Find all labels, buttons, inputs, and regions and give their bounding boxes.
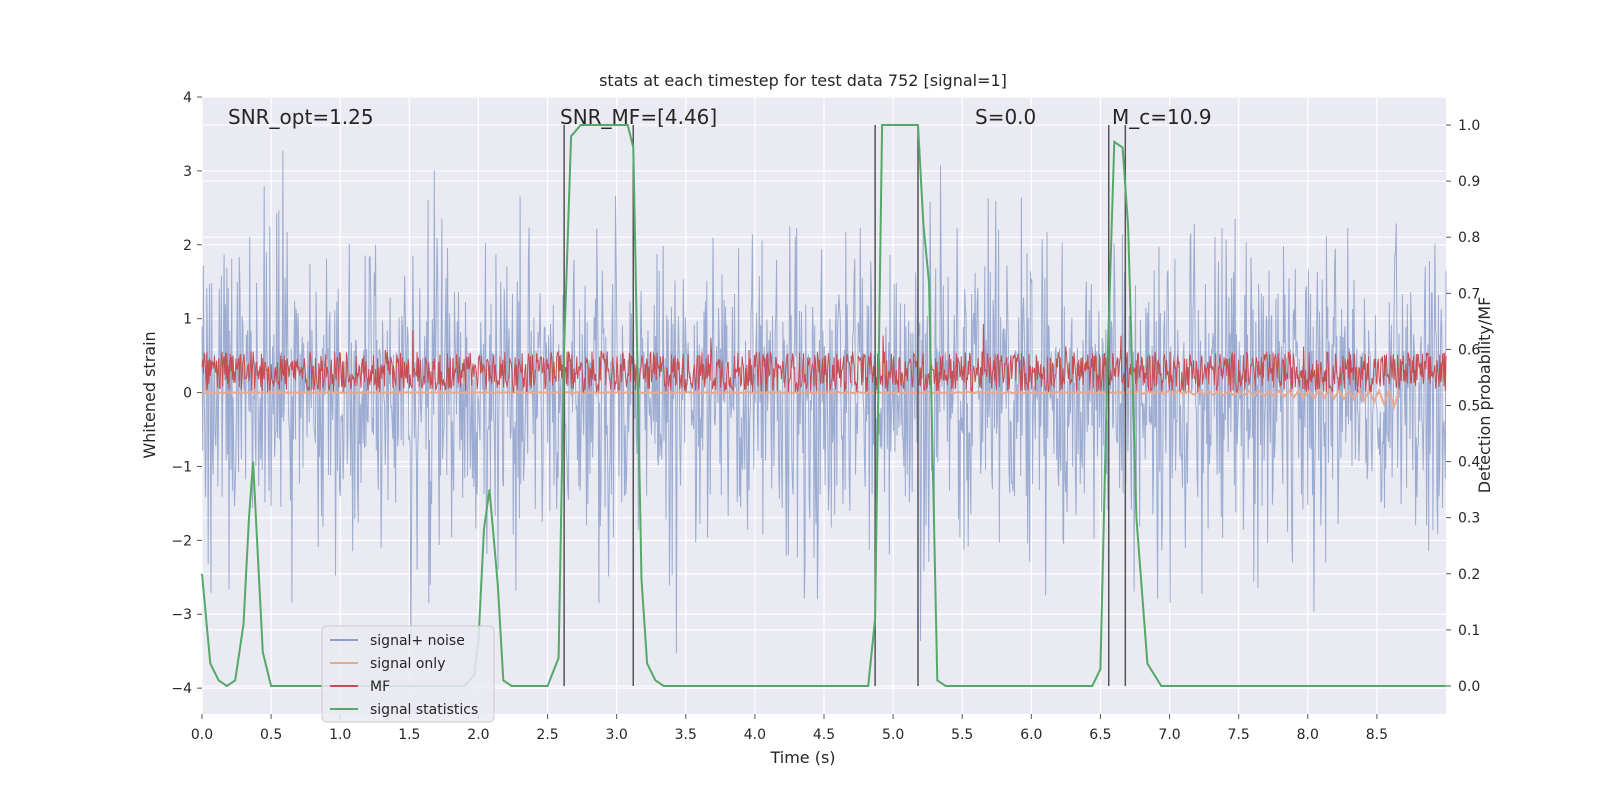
legend-label-mf: MF xyxy=(370,679,390,695)
y-right-tick-label: 0.1 xyxy=(1458,623,1480,639)
legend-label-noise: signal+ noise xyxy=(370,633,465,649)
x-tick-label: 2.5 xyxy=(536,727,558,743)
annotation-mc: M_c=10.9 xyxy=(1112,105,1212,129)
x-tick-label: 0.5 xyxy=(260,727,282,743)
y-right-tick-label: 1.0 xyxy=(1458,118,1480,134)
legend-label-stats: signal statistics xyxy=(370,702,478,718)
annotation-snr-mf: SNR_MF=[4.46] xyxy=(560,105,717,129)
y-tick-label: −3 xyxy=(171,607,192,623)
x-tick-label: 7.0 xyxy=(1158,727,1180,743)
legend-box xyxy=(321,625,495,723)
annotation-snr-opt: SNR_opt=1.25 xyxy=(228,105,374,129)
annotation-s: S=0.0 xyxy=(975,105,1036,129)
y-tick-label: 1 xyxy=(183,312,192,328)
legend-label-signal: signal only xyxy=(370,656,445,672)
y-axis-label: Whitened strain xyxy=(140,331,159,458)
x-tick-label: 6.0 xyxy=(1020,727,1042,743)
x-tick-label: 1.5 xyxy=(398,727,420,743)
x-tick-label: 3.0 xyxy=(606,727,628,743)
legend: signal+ noise signal only MF signal stat… xyxy=(321,625,495,723)
y-right-axis-label: Detection probability/MF xyxy=(1475,297,1494,494)
y-right-tick-label: 0.6 xyxy=(1458,342,1480,358)
chart-title: stats at each timestep for test data 752… xyxy=(599,71,1007,90)
x-tick-label: 3.5 xyxy=(675,727,697,743)
y-tick-label: 4 xyxy=(183,90,192,106)
series-signal-statistics xyxy=(201,124,1446,688)
y-tick-label: −4 xyxy=(171,681,192,697)
x-axis-label: Time (s) xyxy=(769,748,835,767)
y-tick-label: −2 xyxy=(171,533,192,549)
x-tick-label: 4.5 xyxy=(813,727,835,743)
y-right-tick-label: 0.5 xyxy=(1458,399,1480,415)
line-mf xyxy=(201,324,1447,394)
x-tick-label: 1.0 xyxy=(329,727,351,743)
y-right-tick-label: 0.7 xyxy=(1458,286,1480,302)
y-right-tick-label: 0.2 xyxy=(1458,567,1480,583)
line-signal-statistics xyxy=(201,124,1446,688)
x-tick-label: 8.5 xyxy=(1366,727,1388,743)
y-tick-label: 0 xyxy=(183,386,192,402)
x-tick-label: 5.0 xyxy=(882,727,904,743)
y-right-tick-label: 0.4 xyxy=(1458,455,1480,471)
y-tick-label: 2 xyxy=(183,238,192,254)
ticks: 0.0 0.5 1.0 1.5 2.0 2.5 3.0 3.5 4.0 4.5 5.0 5.5 6.0 6… xyxy=(171,90,1480,743)
x-tick-label: 0.0 xyxy=(191,727,213,743)
y-right-tick-label: 0.0 xyxy=(1458,679,1480,695)
y-right-tick-label: 0.3 xyxy=(1458,511,1480,527)
y-tick-label: 3 xyxy=(183,164,192,180)
series-signal-only xyxy=(202,387,1400,410)
y-right-tick-label: 0.8 xyxy=(1458,230,1480,246)
annotations: SNR_opt=1.25 SNR_MF=[4.46] S=0.0 M_c=10.… xyxy=(228,105,1212,129)
series-mf xyxy=(201,324,1447,394)
y-right-tick-label: 0.9 xyxy=(1458,174,1480,190)
line-signal-only xyxy=(202,387,1400,410)
x-tick-label: 4.0 xyxy=(744,727,766,743)
x-tick-label: 7.5 xyxy=(1228,727,1250,743)
x-tick-label: 5.5 xyxy=(951,727,973,743)
y-tick-label: −1 xyxy=(171,459,192,475)
x-tick-label: 2.0 xyxy=(467,727,489,743)
x-tick-label: 6.5 xyxy=(1089,727,1111,743)
x-tick-label: 8.0 xyxy=(1297,727,1319,743)
